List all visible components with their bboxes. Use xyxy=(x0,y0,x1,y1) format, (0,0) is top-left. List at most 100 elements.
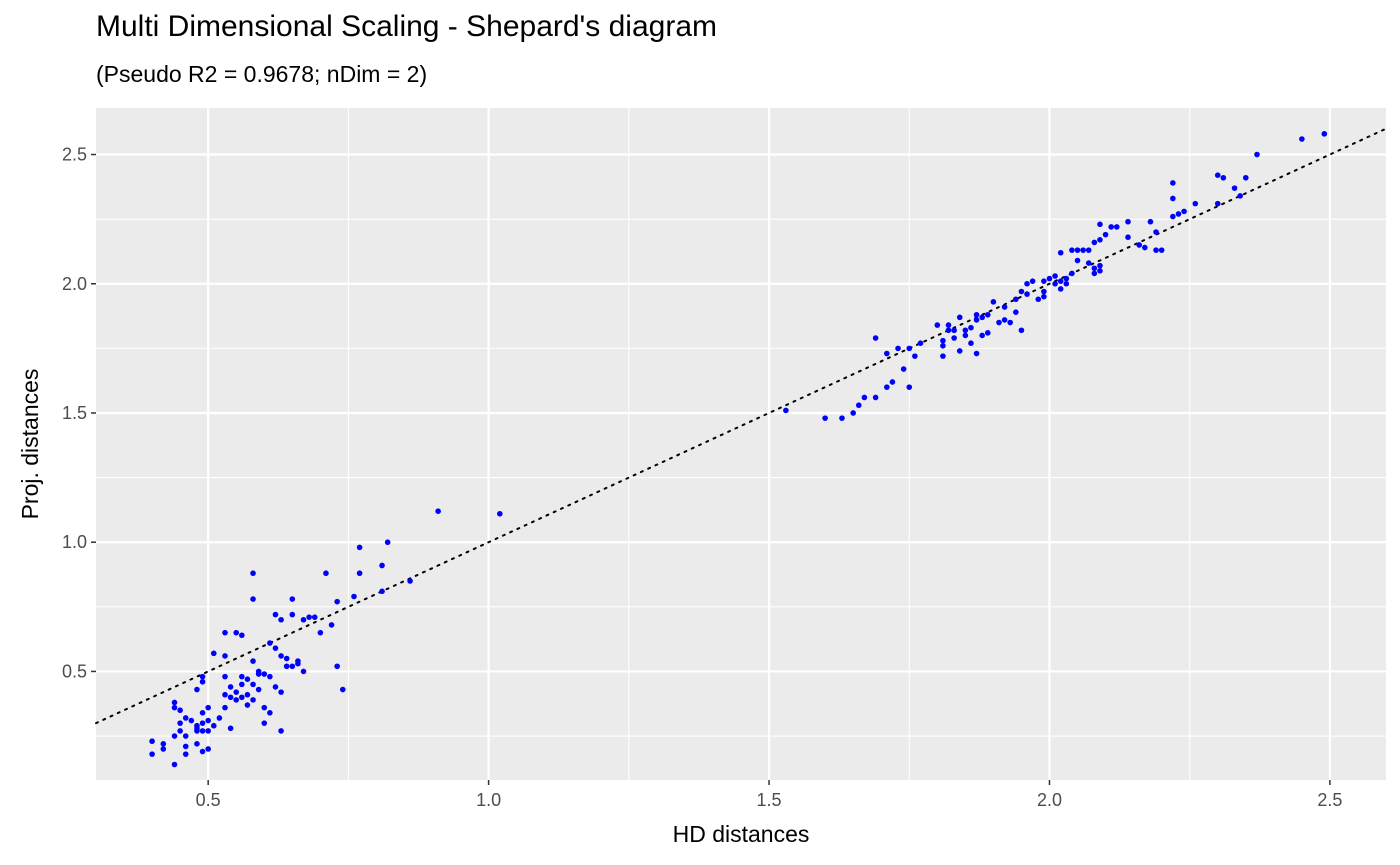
data-point xyxy=(300,616,307,623)
x-tick-label: 2.5 xyxy=(1317,790,1342,810)
data-point xyxy=(940,342,946,349)
data-point xyxy=(289,596,296,602)
data-point xyxy=(1046,275,1053,282)
data-point xyxy=(233,689,240,695)
data-point xyxy=(227,684,234,690)
data-point xyxy=(205,717,211,724)
data-point xyxy=(884,384,890,390)
data-point xyxy=(306,614,312,620)
data-point xyxy=(351,593,357,600)
x-axis-title: HD distances xyxy=(673,821,810,847)
data-point xyxy=(1013,309,1019,315)
data-point xyxy=(227,694,234,701)
data-point xyxy=(1080,247,1086,253)
data-point xyxy=(278,728,284,734)
data-point xyxy=(250,596,256,602)
data-point xyxy=(278,616,284,623)
data-point xyxy=(233,697,240,703)
y-axis-title: Proj. distances xyxy=(17,369,43,520)
data-point xyxy=(239,632,245,639)
data-point xyxy=(244,702,251,708)
data-point xyxy=(171,733,178,739)
data-point xyxy=(1254,151,1260,158)
data-point xyxy=(339,686,346,693)
data-point xyxy=(194,741,200,747)
data-point xyxy=(379,588,385,595)
data-point xyxy=(267,640,273,646)
data-point xyxy=(855,402,862,409)
data-point xyxy=(979,314,985,321)
data-point xyxy=(1214,172,1221,178)
data-point xyxy=(1299,136,1305,142)
data-point xyxy=(990,299,997,305)
data-point xyxy=(171,699,178,706)
data-point xyxy=(973,350,980,357)
data-point xyxy=(822,415,828,421)
chart-title: Multi Dimensional Scaling - Shepard's di… xyxy=(96,10,718,43)
data-point xyxy=(1153,229,1159,235)
data-point xyxy=(278,653,284,659)
data-point xyxy=(272,611,279,618)
data-point xyxy=(435,508,441,514)
data-point xyxy=(149,751,155,757)
data-point xyxy=(1063,280,1070,287)
chart-subtitle: (Pseudo R2 = 0.9678; nDim = 2) xyxy=(96,61,428,87)
data-point xyxy=(328,622,335,628)
data-point xyxy=(1108,224,1114,230)
data-point xyxy=(962,327,969,334)
data-point xyxy=(384,539,391,546)
data-point xyxy=(267,673,273,680)
data-point xyxy=(261,720,268,726)
data-point xyxy=(334,663,340,670)
data-point xyxy=(1097,221,1103,228)
data-point xyxy=(1136,242,1143,248)
data-point xyxy=(1041,278,1047,284)
data-point xyxy=(884,350,890,357)
data-point xyxy=(356,544,363,551)
data-point xyxy=(1170,195,1176,202)
data-point xyxy=(250,697,256,703)
data-point xyxy=(962,332,969,339)
data-point xyxy=(951,335,957,341)
data-point xyxy=(1069,247,1075,253)
data-point xyxy=(1125,234,1131,241)
y-tick-label: 2.5 xyxy=(62,145,87,165)
x-tick-label: 2.0 xyxy=(1037,790,1062,810)
data-point xyxy=(239,673,245,680)
data-point xyxy=(182,733,189,739)
data-point xyxy=(940,353,946,359)
data-point xyxy=(1024,280,1030,287)
data-point xyxy=(182,751,189,757)
data-point xyxy=(861,394,868,401)
data-point xyxy=(945,327,952,334)
data-point xyxy=(216,715,223,721)
data-point xyxy=(323,570,329,577)
data-point xyxy=(1158,247,1165,253)
data-point xyxy=(278,689,284,695)
data-point xyxy=(407,578,413,584)
data-point xyxy=(1001,317,1008,323)
data-point xyxy=(1170,180,1176,186)
data-point xyxy=(900,366,907,372)
data-point xyxy=(1052,280,1058,287)
data-point xyxy=(182,743,189,750)
data-point xyxy=(250,658,256,664)
data-point xyxy=(222,629,228,636)
data-point xyxy=(261,671,268,677)
data-point xyxy=(244,676,251,682)
data-point xyxy=(1035,296,1042,303)
data-point xyxy=(199,728,206,734)
data-point xyxy=(1091,265,1098,272)
data-point xyxy=(1321,131,1328,137)
data-point xyxy=(199,720,206,726)
data-point xyxy=(250,570,256,577)
x-tick-label: 1.5 xyxy=(757,790,782,810)
data-point xyxy=(295,658,301,664)
data-point xyxy=(1237,193,1243,199)
data-point xyxy=(979,332,985,339)
data-point xyxy=(289,663,296,670)
data-point xyxy=(177,707,183,714)
data-point xyxy=(1091,239,1098,246)
data-point xyxy=(1074,247,1081,253)
data-point xyxy=(984,311,991,318)
